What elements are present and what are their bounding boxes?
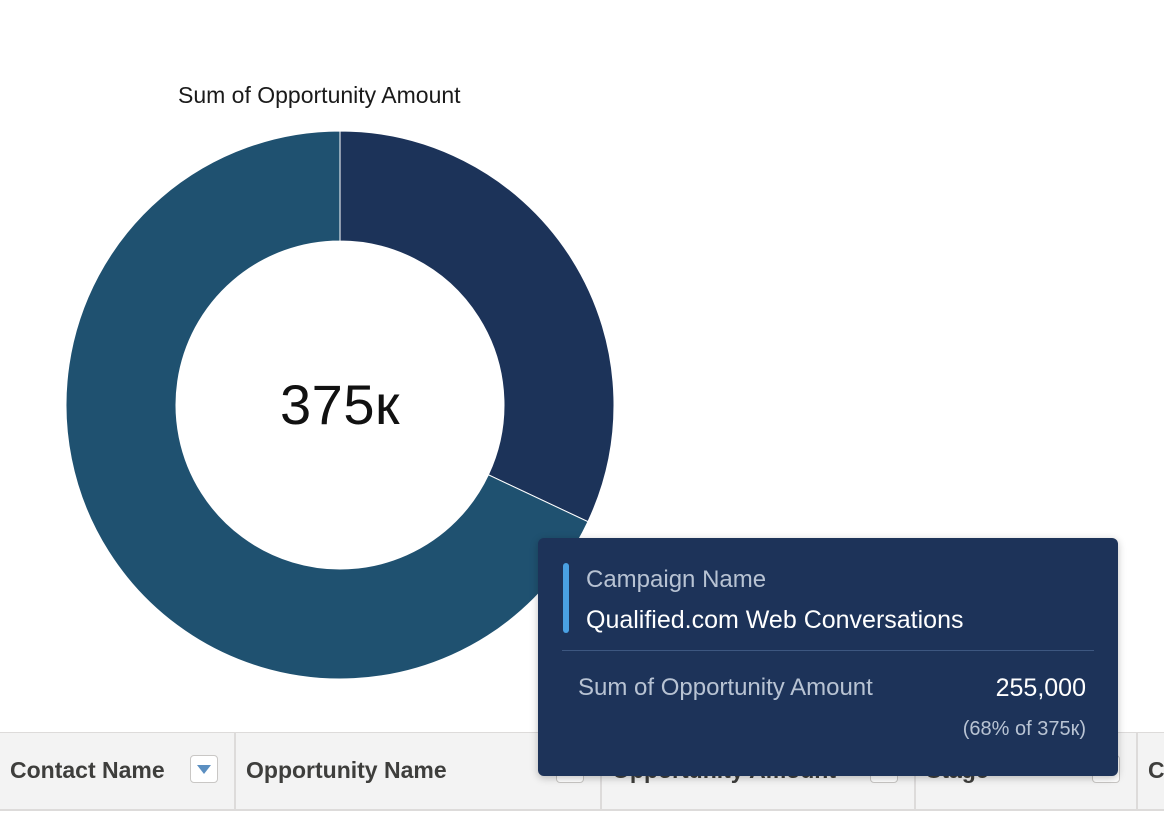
chevron-down-icon <box>197 765 211 774</box>
column-header-label: Opportunity Name <box>246 757 447 783</box>
chart-tooltip: Campaign Name Qualified.com Web Conversa… <box>538 538 1118 776</box>
donut-center-total: 375к <box>280 373 400 436</box>
tooltip-dimension-value: Qualified.com Web Conversations <box>586 606 964 634</box>
donut-slice[interactable] <box>339 130 615 523</box>
donut-slice[interactable] <box>65 130 589 680</box>
column-header-contact-name[interactable]: Contact Name <box>0 733 236 809</box>
tooltip-measure-value: 255,000 <box>995 674 1086 702</box>
tooltip-dimension-label: Campaign Name <box>586 566 767 593</box>
tooltip-percent: (68% of 375к) <box>962 718 1086 740</box>
tooltip-measure-label: Sum of Opportunity Amount <box>578 674 873 701</box>
tooltip-accent-bar <box>563 563 569 633</box>
column-header-next[interactable]: C <box>1138 733 1164 809</box>
chart-title: Sum of Opportunity Amount <box>178 82 461 108</box>
tooltip-divider <box>562 650 1094 651</box>
column-header-label: C <box>1148 757 1164 783</box>
column-menu-button[interactable] <box>190 755 218 783</box>
column-header-label: Contact Name <box>10 757 165 783</box>
